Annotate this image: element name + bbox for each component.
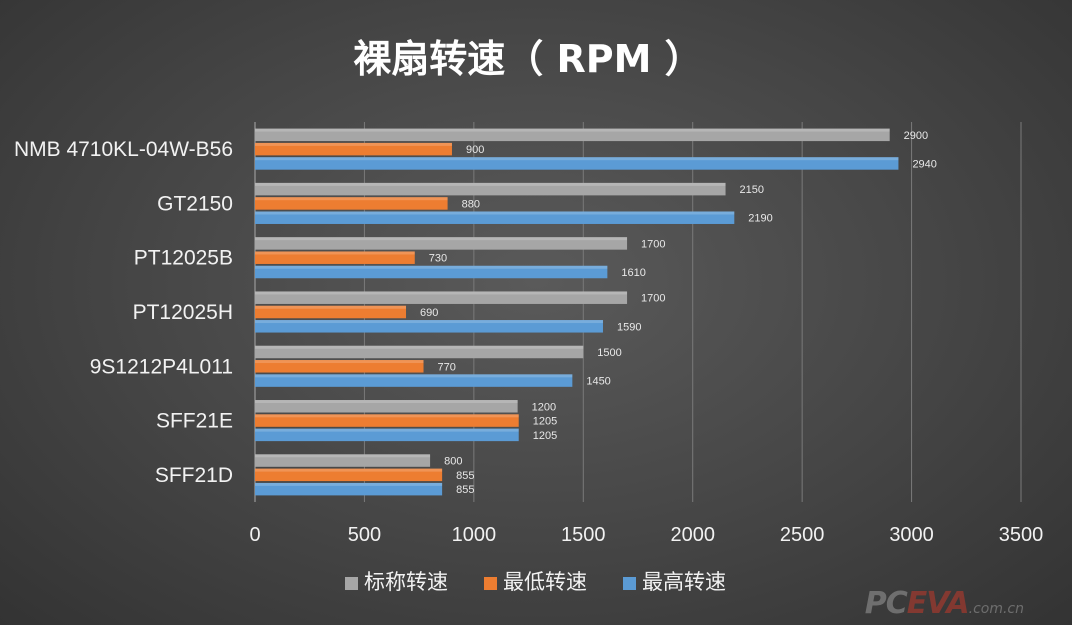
category-label: PT12025H — [133, 301, 233, 324]
data-label: 1200 — [532, 401, 556, 413]
watermark-part2: EVA — [906, 586, 970, 621]
legend-swatch — [623, 577, 636, 590]
data-label: 1590 — [617, 321, 641, 333]
bar-highlight — [255, 468, 443, 472]
x-tick-label: 2500 — [780, 524, 825, 546]
bar-highlight — [255, 142, 452, 146]
bar-highlight — [255, 345, 584, 349]
x-tick-label: 0 — [249, 524, 260, 546]
data-label: 800 — [444, 456, 462, 468]
bar-nominal — [255, 454, 431, 467]
bar-min — [255, 468, 443, 482]
category-label: SFF21E — [156, 410, 233, 433]
data-label: 2900 — [904, 130, 928, 142]
data-label: 855 — [456, 484, 474, 496]
bar-highlight — [255, 400, 518, 404]
bar-highlight — [255, 305, 407, 309]
bar-highlight — [255, 454, 431, 458]
data-label: 2940 — [912, 158, 936, 170]
data-label: 730 — [429, 253, 447, 265]
bar-min — [255, 142, 452, 156]
bar-max — [255, 157, 899, 170]
data-label: 1700 — [641, 293, 665, 305]
legend-swatch — [345, 577, 358, 590]
labels: 0 500 1000 1500 2000 2500 3000 3500 NMB 4710KL-0… — [14, 130, 1043, 546]
x-tick-label: 500 — [348, 524, 381, 546]
bar-highlight — [255, 182, 726, 186]
bar-highlight — [255, 128, 890, 132]
data-label: 1205 — [533, 416, 557, 428]
data-label: 880 — [462, 198, 480, 210]
bar-highlight — [255, 482, 443, 486]
data-label: 1450 — [586, 376, 610, 388]
legend: 标称转速 最低转速 最高转速 — [345, 570, 726, 594]
chart-title: 裸扇转速（ RPM ） — [353, 37, 702, 81]
bar-highlight — [255, 320, 603, 324]
bar-highlight — [255, 291, 628, 295]
bar-min — [255, 414, 519, 427]
bar-highlight — [255, 428, 519, 432]
x-tick-label: 3500 — [999, 524, 1044, 546]
bar-highlight — [255, 265, 608, 269]
watermark-logo: PCEVA.com.cn — [865, 586, 1024, 621]
legend-label: 最高转速 — [642, 570, 726, 594]
legend-label: 标称转速 — [364, 570, 448, 594]
bar-min — [255, 305, 407, 319]
bar-highlight — [255, 211, 735, 215]
bar-highlight — [255, 157, 899, 161]
bar-max — [255, 211, 735, 224]
x-tick-label: 1500 — [561, 524, 606, 546]
data-label: 1700 — [641, 238, 665, 250]
bar-nominal — [255, 128, 890, 142]
data-label: 770 — [438, 361, 456, 373]
x-tick-label: 2000 — [670, 524, 715, 546]
legend-swatch — [484, 577, 497, 590]
watermark-part3: .com.cn — [968, 601, 1024, 617]
data-label: 855 — [456, 470, 474, 482]
watermark-part1: PC — [864, 586, 908, 621]
bar-highlight — [255, 360, 424, 364]
category-label: SFF21D — [155, 464, 233, 487]
bar-min — [255, 197, 448, 210]
x-tick-label: 1000 — [452, 524, 497, 546]
bar-max — [255, 428, 519, 442]
bar-nominal — [255, 345, 584, 359]
category-label: GT2150 — [157, 192, 233, 215]
bar-highlight — [255, 237, 628, 241]
bar-nominal — [255, 237, 628, 250]
category-label: PT12025B — [134, 247, 233, 270]
x-tick-label: 3000 — [889, 524, 934, 546]
bar-nominal — [255, 400, 518, 413]
legend-label: 最低转速 — [503, 570, 587, 594]
bar-max — [255, 265, 608, 279]
bar-highlight — [255, 414, 519, 418]
bar-highlight — [255, 251, 415, 255]
bar-highlight — [255, 197, 448, 201]
bar-max — [255, 482, 443, 496]
category-label: NMB 4710KL-04W-B56 — [14, 138, 233, 161]
bar-min — [255, 251, 415, 264]
data-label: 2150 — [740, 184, 764, 196]
data-label: 1500 — [597, 347, 621, 359]
data-label: 1205 — [533, 430, 557, 442]
data-label: 2190 — [748, 213, 772, 225]
bar-min — [255, 360, 424, 373]
bar-max — [255, 374, 573, 387]
bar-nominal — [255, 291, 628, 304]
data-label: 690 — [420, 307, 438, 319]
data-label: 900 — [466, 144, 484, 156]
bars — [255, 128, 899, 496]
data-label: 1610 — [621, 267, 645, 279]
bar-highlight — [255, 374, 573, 378]
bar-nominal — [255, 182, 726, 196]
bar-max — [255, 320, 603, 333]
category-label: 9S1212P4L011 — [90, 355, 233, 378]
